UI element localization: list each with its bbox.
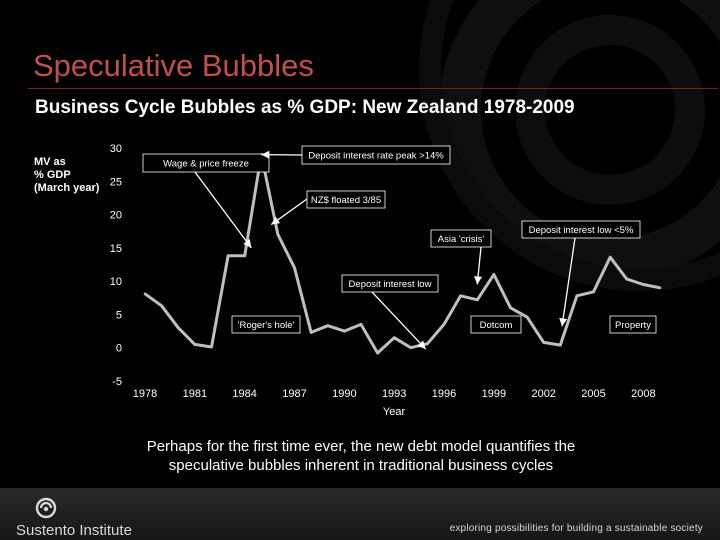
data-point xyxy=(542,341,546,344)
data-point xyxy=(359,323,363,326)
data-point xyxy=(625,277,629,281)
annotation-box-property xyxy=(609,315,657,334)
y-axis-label: MV as % GDP (March year) xyxy=(34,156,104,195)
annotation-box-wage xyxy=(142,153,270,173)
data-point xyxy=(642,283,645,286)
annotation-label-nzd: NZ$ floated 3/85 xyxy=(311,195,381,206)
x-tick-label: 2002 xyxy=(531,388,555,400)
annotation-box-deposit-peak xyxy=(301,145,451,165)
data-point xyxy=(442,323,446,326)
data-point xyxy=(309,331,313,334)
annotation-label-deposit-peak: Deposit interest rate peak >14% xyxy=(308,151,444,162)
annotation-box-deposit-low xyxy=(341,274,439,293)
data-point xyxy=(193,343,197,346)
data-point xyxy=(392,336,396,340)
data-point xyxy=(293,266,296,270)
data-point xyxy=(243,254,246,258)
x-tick-label: 1978 xyxy=(133,388,157,400)
y-tick-label: 15 xyxy=(110,243,122,255)
data-point xyxy=(492,273,496,276)
data-point xyxy=(658,286,662,290)
annotation-label-dotcom: Dotcom xyxy=(480,320,513,331)
annotation-label-property: Property xyxy=(615,320,651,331)
x-tick-label: 2008 xyxy=(631,388,655,400)
slide-subtitle: Business Cycle Bubbles as % GDP: New Zea… xyxy=(35,97,575,118)
annotation-box-nzd xyxy=(306,190,386,209)
data-point xyxy=(343,329,346,333)
data-point xyxy=(426,342,429,346)
annotation-label-asia: Asia 'crisis' xyxy=(438,234,485,245)
data-point xyxy=(210,345,213,349)
annotation-arrow-deposit-low-5 xyxy=(561,237,576,327)
annotation-label-wage: Wage & price freeze xyxy=(163,159,249,170)
x-axis-title: Year xyxy=(383,406,406,418)
footer-brand: Sustento Institute xyxy=(16,522,132,539)
y-axis-label-line: MV as xyxy=(34,156,66,168)
annotation-box-dotcom xyxy=(470,315,522,334)
data-point xyxy=(326,324,330,328)
y-axis-label-line: (March year) xyxy=(34,182,100,194)
data-point xyxy=(409,346,413,350)
annotation-box-asia xyxy=(430,229,492,248)
data-point xyxy=(459,294,462,298)
data-point xyxy=(608,255,612,259)
title-divider xyxy=(28,88,718,89)
annotation-box-rogers xyxy=(231,315,301,334)
slide-title: Speculative Bubbles xyxy=(33,48,314,83)
x-tick-label: 1996 xyxy=(432,388,456,400)
y-axis-label-line: % GDP xyxy=(34,169,71,181)
data-point xyxy=(559,343,562,347)
annotation-arrowhead-nzd xyxy=(271,216,281,225)
x-tick-label: 1984 xyxy=(232,388,256,400)
annotation-arrowhead-asia xyxy=(474,276,483,285)
y-tick-label: 20 xyxy=(110,210,122,222)
x-tick-label: 1990 xyxy=(332,388,356,400)
y-tick-label: -5 xyxy=(112,376,122,388)
annotation-arrowhead-deposit-low-5 xyxy=(559,317,568,327)
x-tick-label: 1981 xyxy=(183,388,207,400)
y-tick-label: 25 xyxy=(110,176,122,188)
x-tick-label: 2005 xyxy=(581,388,605,400)
data-point xyxy=(176,326,180,330)
x-tick-label: 1999 xyxy=(482,388,506,400)
annotation-arrowhead-wage xyxy=(243,239,252,248)
x-tick-label: 1993 xyxy=(382,388,406,400)
data-point xyxy=(475,298,479,302)
y-tick-label: 0 xyxy=(116,343,122,355)
data-point xyxy=(509,306,512,310)
data-point xyxy=(226,254,230,258)
annotation-arrowhead-deposit-low xyxy=(417,340,426,350)
y-tick-label: 5 xyxy=(116,309,122,321)
annotation-arrow-deposit-low xyxy=(371,291,427,350)
footer-bar xyxy=(0,488,720,540)
annotation-arrow-wage xyxy=(194,171,252,249)
data-point xyxy=(525,315,529,319)
series-line xyxy=(144,153,661,355)
slide-caption: Perhaps for the first time ever, the new… xyxy=(146,438,576,474)
sustento-logo-icon xyxy=(35,497,57,519)
annotation-arrowhead-deposit-peak xyxy=(261,150,270,159)
annotation-label-rogers: 'Roger's hole' xyxy=(238,320,295,331)
data-point xyxy=(276,233,280,236)
footer-tagline: exploring possibilities for building a s… xyxy=(449,523,703,534)
annotation-label-deposit-low: Deposit interest low xyxy=(349,279,432,290)
data-point xyxy=(376,351,379,355)
annotation-label-deposit-low-5: Deposit interest low <5% xyxy=(529,225,634,236)
y-tick-label: 30 xyxy=(110,143,122,155)
data-point xyxy=(160,304,163,308)
data-point xyxy=(592,290,595,294)
y-tick-label: 10 xyxy=(110,276,122,288)
data-point xyxy=(575,294,579,298)
x-tick-label: 1987 xyxy=(282,388,306,400)
annotation-box-deposit-low-5 xyxy=(521,220,641,239)
data-point xyxy=(143,292,147,296)
